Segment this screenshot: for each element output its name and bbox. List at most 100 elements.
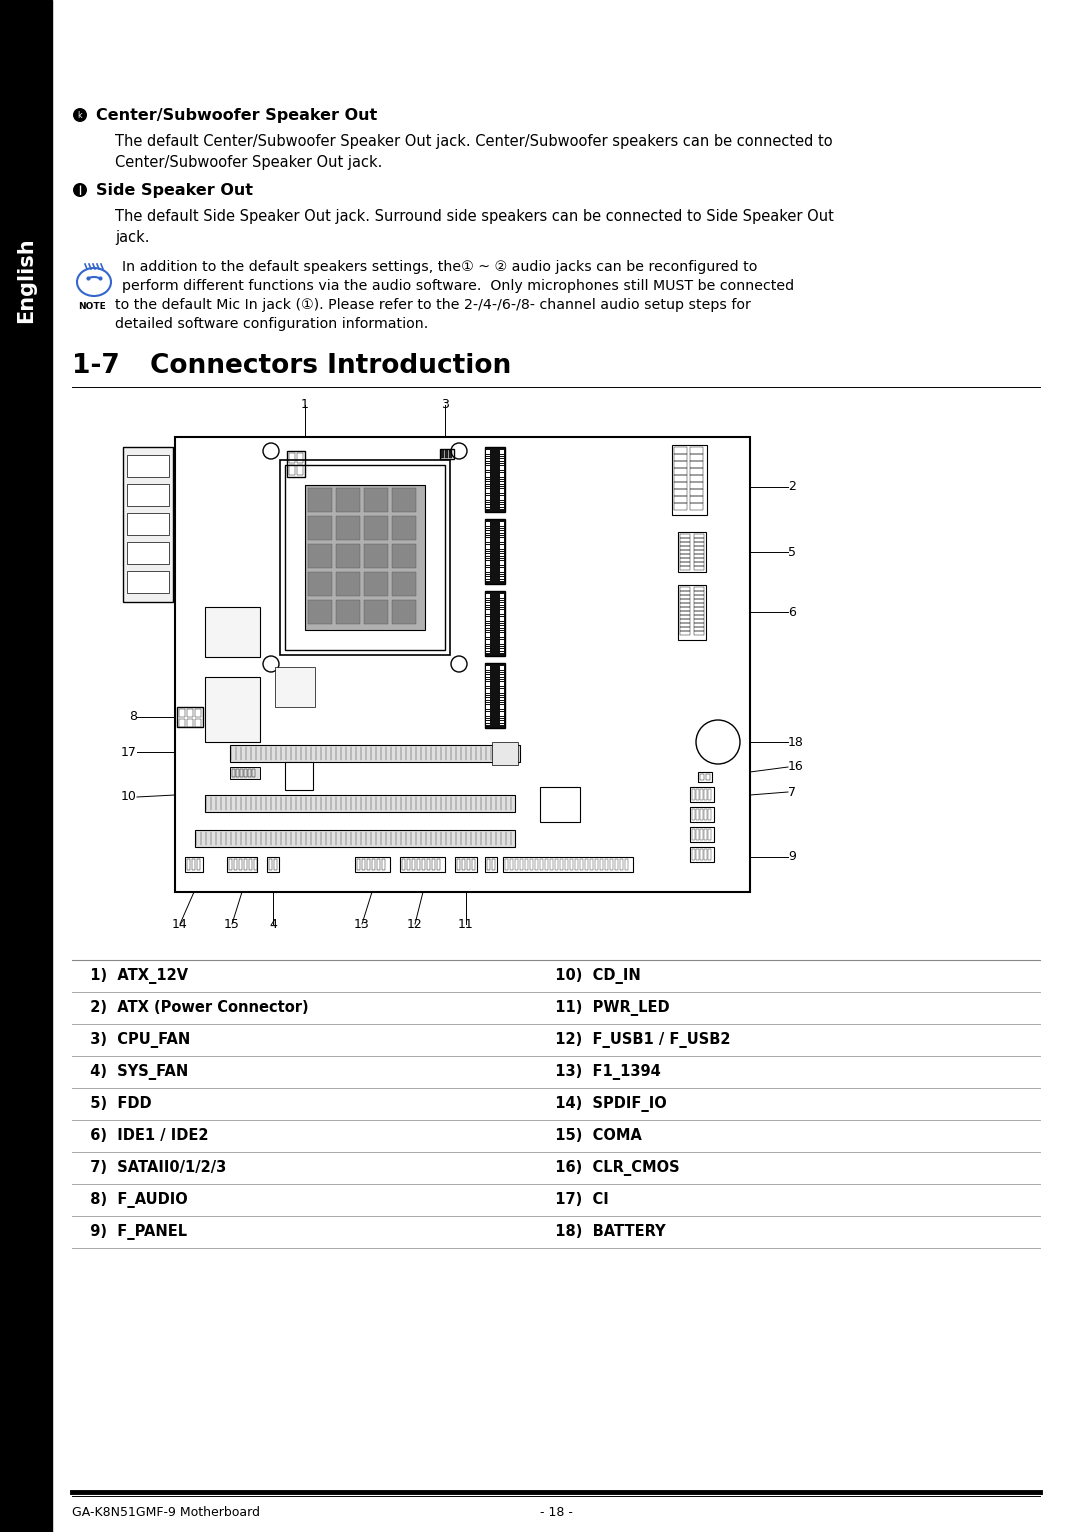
Bar xyxy=(364,489,388,512)
Bar xyxy=(407,859,410,870)
Bar xyxy=(240,769,243,777)
Bar xyxy=(694,631,704,634)
Text: 6: 6 xyxy=(788,605,796,619)
Bar xyxy=(289,453,295,463)
Bar xyxy=(127,455,168,476)
Bar xyxy=(411,859,415,870)
Bar xyxy=(230,768,260,778)
Text: - 18 -: - 18 - xyxy=(540,1506,572,1520)
Bar xyxy=(690,467,703,475)
Text: 11: 11 xyxy=(458,918,474,930)
Bar xyxy=(690,453,703,461)
Bar xyxy=(694,607,704,611)
Bar xyxy=(674,453,687,461)
Text: 1: 1 xyxy=(301,398,309,412)
Bar xyxy=(590,859,593,870)
Bar xyxy=(195,830,515,847)
Text: 8: 8 xyxy=(129,711,137,723)
Bar xyxy=(690,483,703,489)
Text: In addition to the default speakers settings, the① ~ ② audio jacks can be reconf: In addition to the default speakers sett… xyxy=(122,260,757,274)
Text: perform different functions via the audio software.  Only microphones still MUST: perform different functions via the audi… xyxy=(122,279,794,293)
Bar xyxy=(575,859,578,870)
Bar xyxy=(674,447,687,453)
Bar xyxy=(550,859,553,870)
Bar xyxy=(680,599,690,604)
Bar xyxy=(680,550,690,555)
Bar xyxy=(620,859,623,870)
Bar xyxy=(280,460,450,656)
Bar xyxy=(364,544,388,568)
Bar xyxy=(672,444,707,515)
Bar xyxy=(540,787,580,823)
Bar xyxy=(392,544,416,568)
Bar xyxy=(690,847,714,863)
Bar xyxy=(123,447,173,602)
Bar xyxy=(127,484,168,506)
Text: The default Center/Subwoofer Speaker Out jack. Center/Subwoofer speakers can be : The default Center/Subwoofer Speaker Out… xyxy=(114,133,833,149)
Text: jack.: jack. xyxy=(114,230,149,245)
Bar xyxy=(680,562,690,565)
Bar xyxy=(515,859,518,870)
Bar xyxy=(680,545,690,550)
Bar xyxy=(694,538,704,542)
Bar xyxy=(492,741,518,764)
Text: ┃: ┃ xyxy=(78,185,82,195)
Text: 18)  BATTERY: 18) BATTERY xyxy=(544,1224,665,1239)
Bar xyxy=(455,856,477,872)
Bar xyxy=(690,496,703,502)
Text: 17)  CI: 17) CI xyxy=(544,1192,608,1207)
Bar xyxy=(205,607,260,657)
Bar xyxy=(694,558,704,562)
Bar xyxy=(519,859,523,870)
Bar xyxy=(694,545,704,550)
Bar xyxy=(540,859,543,870)
Bar xyxy=(708,789,711,800)
Bar xyxy=(615,859,618,870)
Bar xyxy=(234,859,237,870)
Bar xyxy=(694,594,704,599)
Text: 16)  CLR_CMOS: 16) CLR_CMOS xyxy=(544,1160,679,1177)
Bar xyxy=(179,719,185,728)
Bar xyxy=(195,719,201,728)
Text: 15)  COMA: 15) COMA xyxy=(544,1129,642,1143)
Bar xyxy=(187,719,193,728)
Bar xyxy=(680,538,690,542)
Bar xyxy=(696,849,699,859)
Bar xyxy=(505,859,508,870)
Bar xyxy=(600,859,603,870)
Bar xyxy=(696,789,699,800)
Bar xyxy=(605,859,608,870)
Bar xyxy=(289,466,295,475)
Bar xyxy=(700,849,703,859)
Text: 1-7: 1-7 xyxy=(72,352,120,378)
Text: 6)  IDE1 / IDE2: 6) IDE1 / IDE2 xyxy=(80,1129,208,1143)
Bar xyxy=(698,772,712,781)
Bar xyxy=(692,789,696,800)
Bar xyxy=(127,513,168,535)
Bar xyxy=(555,859,558,870)
Bar xyxy=(674,475,687,483)
Bar xyxy=(680,604,690,607)
Bar xyxy=(485,591,505,656)
Bar xyxy=(694,565,704,570)
Bar xyxy=(185,856,203,872)
Bar xyxy=(680,627,690,631)
Text: 5)  FDD: 5) FDD xyxy=(80,1097,151,1112)
Bar xyxy=(275,666,315,706)
Bar xyxy=(229,859,232,870)
Bar xyxy=(252,769,255,777)
Bar xyxy=(680,542,690,545)
Bar xyxy=(674,461,687,467)
Bar xyxy=(467,859,470,870)
Bar xyxy=(427,859,430,870)
Text: 18: 18 xyxy=(788,735,804,749)
Bar xyxy=(457,859,460,870)
Bar xyxy=(487,859,490,870)
Bar xyxy=(205,677,260,741)
Bar xyxy=(704,809,707,820)
Bar xyxy=(704,849,707,859)
Bar xyxy=(690,447,703,453)
Bar xyxy=(690,807,714,823)
Text: 9)  F_PANEL: 9) F_PANEL xyxy=(80,1224,187,1239)
Circle shape xyxy=(73,107,87,123)
